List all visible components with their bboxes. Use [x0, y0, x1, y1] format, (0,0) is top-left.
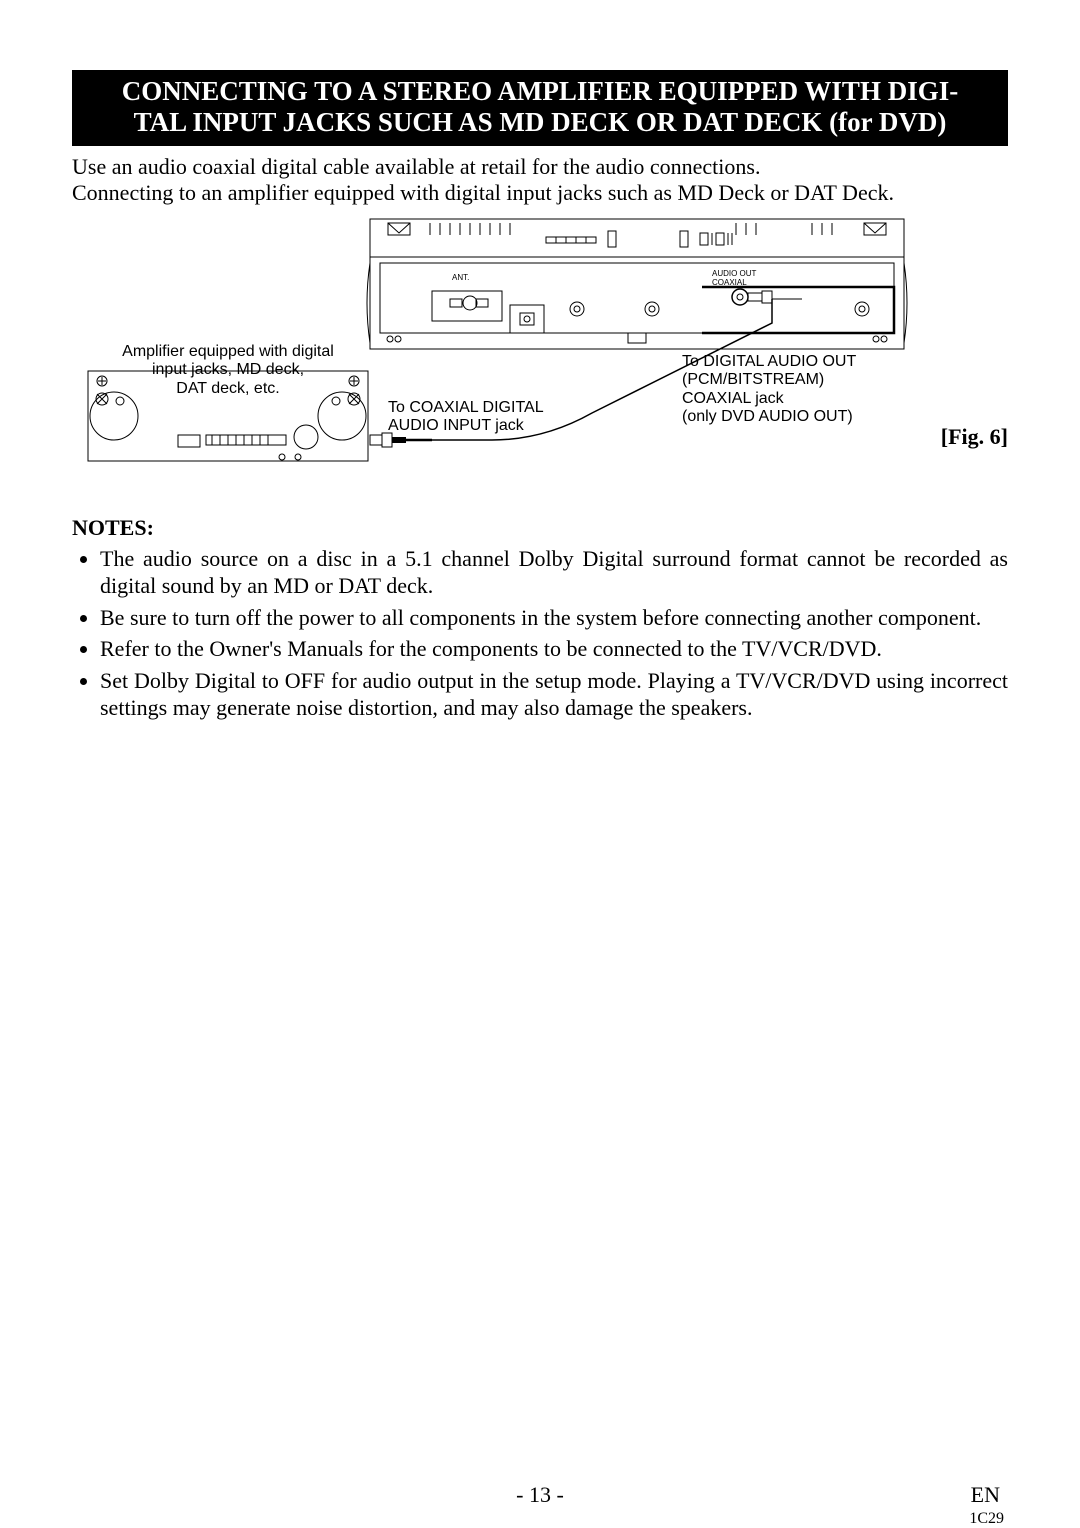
digital-out-label: To DIGITAL AUDIO OUT (PCM/BITSTREAM) COA… — [682, 353, 902, 427]
connection-diagram: ANT. AUDIO OUT COAXIAL Amplifier equippe… — [72, 213, 1008, 473]
page-number: - 13 - — [516, 1482, 564, 1508]
section-title-line2: TAL INPUT JACKS SUCH AS MD DECK OR DAT D… — [80, 107, 1000, 138]
note-item: Refer to the Owner's Manuals for the com… — [100, 635, 1008, 663]
amp-label: Amplifier equipped with digital input ja… — [104, 343, 352, 398]
intro-line1: Use an audio coaxial digital cable avail… — [72, 154, 1008, 180]
tv-audio-out-label: AUDIO OUT COAXIAL — [712, 269, 756, 287]
coax-input-label: To COAXIAL DIGITAL AUDIO INPUT jack — [388, 399, 588, 436]
tv-ant-label: ANT. — [452, 273, 469, 282]
notes-list: The audio source on a disc in a 5.1 chan… — [72, 545, 1008, 722]
note-item: Be sure to turn off the power to all com… — [100, 604, 1008, 632]
figure-label: [Fig. 6] — [941, 424, 1008, 450]
note-item: The audio source on a disc in a 5.1 chan… — [100, 545, 1008, 600]
notes-heading: NOTES: — [72, 515, 1008, 541]
section-title-line1: CONNECTING TO A STEREO AMPLIFIER EQUIPPE… — [80, 76, 1000, 107]
section-title-band: CONNECTING TO A STEREO AMPLIFIER EQUIPPE… — [72, 70, 1008, 146]
intro-text: Use an audio coaxial digital cable avail… — [72, 154, 1008, 207]
page-code: 1C29 — [969, 1510, 1004, 1528]
intro-line2: Connecting to an amplifier equipped with… — [72, 180, 1008, 206]
note-item: Set Dolby Digital to OFF for audio outpu… — [100, 667, 1008, 722]
page-lang: EN — [971, 1482, 1000, 1508]
